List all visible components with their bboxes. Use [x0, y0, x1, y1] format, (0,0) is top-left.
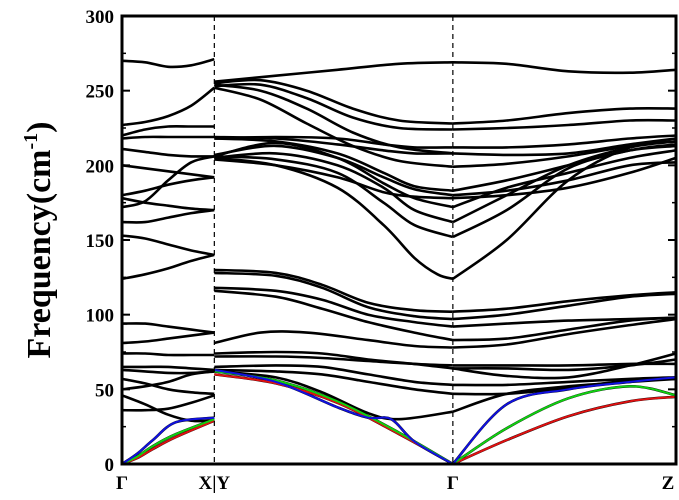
x-tick-label-2: Γ [447, 473, 459, 494]
band-YG-0 [214, 373, 454, 466]
y-tick-label: 100 [86, 306, 115, 327]
high-symmetry-lines [213, 16, 454, 464]
band-GZ-17 [452, 149, 677, 209]
band-GX-20 [121, 135, 215, 140]
x-tick-label-3: Z [662, 473, 675, 494]
acoustic-bands [121, 368, 677, 465]
y-ticks: 0 50 100 150 200 250 300 [86, 7, 676, 476]
band-GX-8 [122, 365, 215, 372]
acoustic-band-TA1-6 [452, 395, 677, 465]
x-tick-label-1: X|Y [199, 473, 231, 494]
band-GX-23 [121, 58, 215, 69]
band-YG-18 [214, 144, 454, 197]
band-YG-23 [214, 83, 454, 155]
band-GZ-15 [452, 143, 677, 239]
band-GX-17 [121, 155, 215, 209]
band-YG-8 [214, 330, 453, 349]
band-GZ-0 [452, 395, 677, 466]
band-GX-12 [121, 253, 215, 281]
band-GX-4 [121, 394, 215, 423]
band-YG-22 [213, 86, 454, 169]
band-GZ-12 [452, 292, 677, 321]
band-YG-21 [214, 135, 453, 149]
band-YG-5 [214, 364, 453, 387]
band-GX-15 [121, 196, 215, 212]
acoustic-band-TA2-1 [121, 418, 215, 465]
band-GX-18 [121, 164, 215, 179]
band-YG-16 [214, 141, 454, 209]
band-YG-12 [214, 268, 453, 313]
band-GX-22 [121, 124, 215, 137]
band-YG-25 [214, 78, 453, 125]
y-axis-title-sup: -1 [20, 133, 42, 150]
band-GZ-21 [452, 140, 677, 169]
band-GX-21 [121, 86, 216, 127]
y-axis-title-base: Frequency(cm [21, 150, 58, 359]
band-GZ-1 [452, 384, 677, 466]
band-YG-9 [214, 289, 454, 342]
x-tick-label-0: Γ [116, 473, 128, 494]
band-GX-13 [121, 234, 215, 257]
band-YG-19 [214, 137, 454, 192]
band-GX-9 [121, 352, 215, 357]
band-GX-10 [121, 331, 215, 345]
band-GZ-5 [452, 376, 677, 387]
band-YG-11 [214, 271, 453, 321]
band-GZ-23 [452, 134, 677, 149]
band-GX-7 [121, 368, 215, 375]
band-YG-14 [214, 155, 454, 239]
band-GZ-22 [452, 137, 677, 157]
band-GZ-14 [452, 140, 677, 280]
band-YG-4 [214, 368, 454, 396]
y-axis-title-close: ) [21, 122, 58, 133]
band-GZ-7 [452, 358, 677, 372]
band-GX-3 [121, 394, 215, 412]
band-YG-3 [214, 370, 454, 421]
band-YG-17 [214, 158, 453, 200]
band-GZ-18 [452, 156, 677, 200]
band-GX-6 [121, 377, 215, 396]
y-tick-label: 250 [86, 82, 115, 103]
y-axis-title: Frequency(cm-1) [20, 122, 58, 359]
band-GZ-13 [452, 291, 677, 313]
band-GX-14 [121, 208, 215, 224]
band-GZ-11 [452, 316, 677, 328]
band-GZ-8 [452, 352, 677, 380]
band-GX-16 [121, 176, 215, 197]
band-GZ-26 [452, 61, 677, 75]
acoustic-band-LA-5 [214, 368, 454, 465]
y-tick-label: 150 [86, 231, 115, 252]
band-GZ-25 [452, 106, 677, 125]
x-ticks: Γ X|Y Γ Z [116, 473, 674, 494]
acoustic-band-LA-8 [452, 376, 677, 465]
band-GZ-9 [452, 317, 677, 349]
band-GZ-24 [452, 118, 677, 131]
y-tick-label: 300 [86, 7, 115, 28]
band-GZ-19 [452, 161, 677, 197]
band-YG-7 [214, 350, 454, 370]
band-YG-24 [214, 82, 453, 131]
band-YG-26 [214, 61, 453, 83]
band-GX-19 [121, 147, 215, 158]
band-YG-15 [214, 151, 454, 224]
band-GZ-20 [452, 144, 677, 192]
y-tick-label: 50 [95, 380, 114, 401]
y-tick-label: 0 [105, 455, 115, 476]
acoustic-band-LA-2 [121, 416, 215, 465]
band-GX-11 [121, 322, 215, 334]
optical-bands [121, 58, 677, 466]
acoustic-band-TA2-7 [452, 385, 677, 465]
band-YG-10 [214, 286, 454, 328]
y-tick-label: 200 [86, 156, 115, 177]
acoustic-band-TA1-3 [214, 373, 454, 465]
